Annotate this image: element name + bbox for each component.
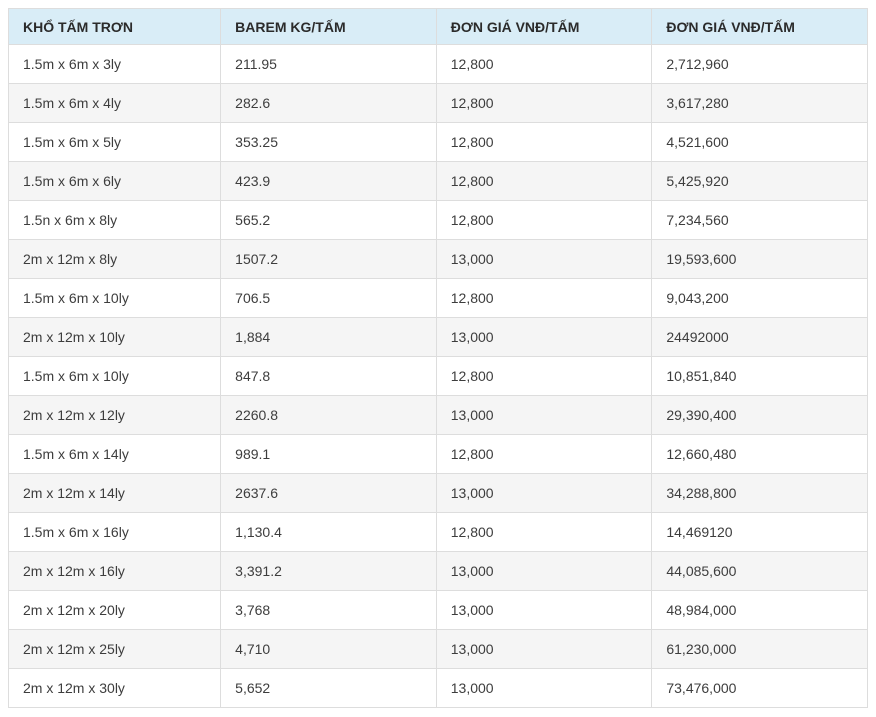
table-cell: 1,130.4 <box>220 512 437 552</box>
table-cell: 1.5m x 6m x 3ly <box>7 44 222 84</box>
table-cell: 2m x 12m x 20ly <box>7 590 222 630</box>
table-row: 1.5m x 6m x 10ly 847.8 12,800 10,851,840 <box>7 356 868 396</box>
table-cell: 73,476,000 <box>651 668 868 708</box>
table-cell: 12,800 <box>435 278 653 318</box>
table-cell: 353.25 <box>220 122 437 162</box>
table-cell: 1.5m x 6m x 14ly <box>7 434 222 474</box>
table-cell: 12,800 <box>435 161 653 201</box>
table-row: 2m x 12m x 12ly 2260.8 13,000 29,390,400 <box>7 395 868 435</box>
table-row: 1.5m x 6m x 4ly 282.6 12,800 3,617,280 <box>7 83 868 123</box>
table-cell: 3,391.2 <box>220 551 437 591</box>
column-header-don-gia-unit: ĐƠN GIÁ VNĐ/TẤM <box>435 8 653 45</box>
table-cell: 10,851,840 <box>651 356 868 396</box>
pricing-table: KHỔ TẤM TRƠN BAREM KG/TẤM ĐƠN GIÁ VNĐ/TẤ… <box>7 8 868 708</box>
table-cell: 2m x 12m x 14ly <box>7 473 222 513</box>
table-cell: 5,652 <box>220 668 437 708</box>
table-cell: 13,000 <box>435 395 653 435</box>
table-row: 2m x 12m x 10ly 1,884 13,000 24492000 <box>7 317 868 357</box>
table-cell: 48,984,000 <box>651 590 868 630</box>
table-cell: 2637.6 <box>220 473 437 513</box>
table-cell: 12,800 <box>435 512 653 552</box>
table-cell: 13,000 <box>435 629 653 669</box>
table-cell: 2m x 12m x 12ly <box>7 395 222 435</box>
table-cell: 847.8 <box>220 356 437 396</box>
table-cell: 12,800 <box>435 122 653 162</box>
table-cell: 2m x 12m x 25ly <box>7 629 222 669</box>
table-cell: 1.5m x 6m x 6ly <box>7 161 222 201</box>
table-cell: 1507.2 <box>220 239 437 279</box>
table-cell: 12,660,480 <box>651 434 868 474</box>
column-header-kho-tam-tron: KHỔ TẤM TRƠN <box>7 8 222 45</box>
table-row: 2m x 12m x 25ly 4,710 13,000 61,230,000 <box>7 629 868 669</box>
table-cell: 3,617,280 <box>651 83 868 123</box>
table-row: 2m x 12m x 8ly 1507.2 13,000 19,593,600 <box>7 239 868 279</box>
table-cell: 3,768 <box>220 590 437 630</box>
table-cell: 423.9 <box>220 161 437 201</box>
table-cell: 13,000 <box>435 239 653 279</box>
table-cell: 1.5m x 6m x 10ly <box>7 278 222 318</box>
table-cell: 2260.8 <box>220 395 437 435</box>
table-row: 1.5n x 6m x 8ly 565.2 12,800 7,234,560 <box>7 200 868 240</box>
table-row: 1.5m x 6m x 5ly 353.25 12,800 4,521,600 <box>7 122 868 162</box>
table-cell: 13,000 <box>435 590 653 630</box>
table-cell: 34,288,800 <box>651 473 868 513</box>
table-cell: 12,800 <box>435 200 653 240</box>
table-row: 2m x 12m x 30ly 5,652 13,000 73,476,000 <box>7 668 868 708</box>
table-cell: 1.5m x 6m x 10ly <box>7 356 222 396</box>
table-row: 2m x 12m x 20ly 3,768 13,000 48,984,000 <box>7 590 868 630</box>
table-row: 1.5m x 6m x 3ly 211.95 12,800 2,712,960 <box>7 44 868 84</box>
table-cell: 12,800 <box>435 44 653 84</box>
table-cell: 7,234,560 <box>651 200 868 240</box>
table-cell: 24492000 <box>651 317 868 357</box>
table-cell: 1.5m x 6m x 5ly <box>7 122 222 162</box>
table-cell: 13,000 <box>435 317 653 357</box>
table-cell: 2m x 12m x 30ly <box>7 668 222 708</box>
table-cell: 282.6 <box>220 83 437 123</box>
table-cell: 12,800 <box>435 83 653 123</box>
table-cell: 989.1 <box>220 434 437 474</box>
table-row: 1.5m x 6m x 10ly 706.5 12,800 9,043,200 <box>7 278 868 318</box>
table-cell: 14,469120 <box>651 512 868 552</box>
table-cell: 1.5m x 6m x 4ly <box>7 83 222 123</box>
table-body: 1.5m x 6m x 3ly 211.95 12,800 2,712,960 1.5m… <box>7 44 868 708</box>
table-cell: 565.2 <box>220 200 437 240</box>
table-cell: 13,000 <box>435 668 653 708</box>
table-cell: 211.95 <box>220 44 437 84</box>
table-cell: 706.5 <box>220 278 437 318</box>
table-cell: 9,043,200 <box>651 278 868 318</box>
table-cell: 2m x 12m x 16ly <box>7 551 222 591</box>
table-cell: 19,593,600 <box>651 239 868 279</box>
table-row: 1.5m x 6m x 16ly 1,130.4 12,800 14,469120 <box>7 512 868 552</box>
table-row: 1.5m x 6m x 6ly 423.9 12,800 5,425,920 <box>7 161 868 201</box>
table-cell: 2m x 12m x 8ly <box>7 239 222 279</box>
table-cell: 1.5m x 6m x 16ly <box>7 512 222 552</box>
table-row: 2m x 12m x 14ly 2637.6 13,000 34,288,800 <box>7 473 868 513</box>
table-cell: 2,712,960 <box>651 44 868 84</box>
table-header-row: KHỔ TẤM TRƠN BAREM KG/TẤM ĐƠN GIÁ VNĐ/TẤ… <box>7 8 868 45</box>
table-cell: 5,425,920 <box>651 161 868 201</box>
table-cell: 1.5n x 6m x 8ly <box>7 200 222 240</box>
table-cell: 4,521,600 <box>651 122 868 162</box>
table-cell: 13,000 <box>435 473 653 513</box>
table-cell: 1,884 <box>220 317 437 357</box>
table-cell: 29,390,400 <box>651 395 868 435</box>
column-header-barem-kg-tam: BAREM KG/TẤM <box>220 8 437 45</box>
table-row: 2m x 12m x 16ly 3,391.2 13,000 44,085,600 <box>7 551 868 591</box>
table-cell: 12,800 <box>435 434 653 474</box>
table-cell: 13,000 <box>435 551 653 591</box>
table-cell: 61,230,000 <box>651 629 868 669</box>
table-cell: 12,800 <box>435 356 653 396</box>
table-cell: 44,085,600 <box>651 551 868 591</box>
table-row: 1.5m x 6m x 14ly 989.1 12,800 12,660,480 <box>7 434 868 474</box>
column-header-don-gia-total: ĐƠN GIÁ VNĐ/TẤM <box>651 8 868 45</box>
table-cell: 4,710 <box>220 629 437 669</box>
table-cell: 2m x 12m x 10ly <box>7 317 222 357</box>
